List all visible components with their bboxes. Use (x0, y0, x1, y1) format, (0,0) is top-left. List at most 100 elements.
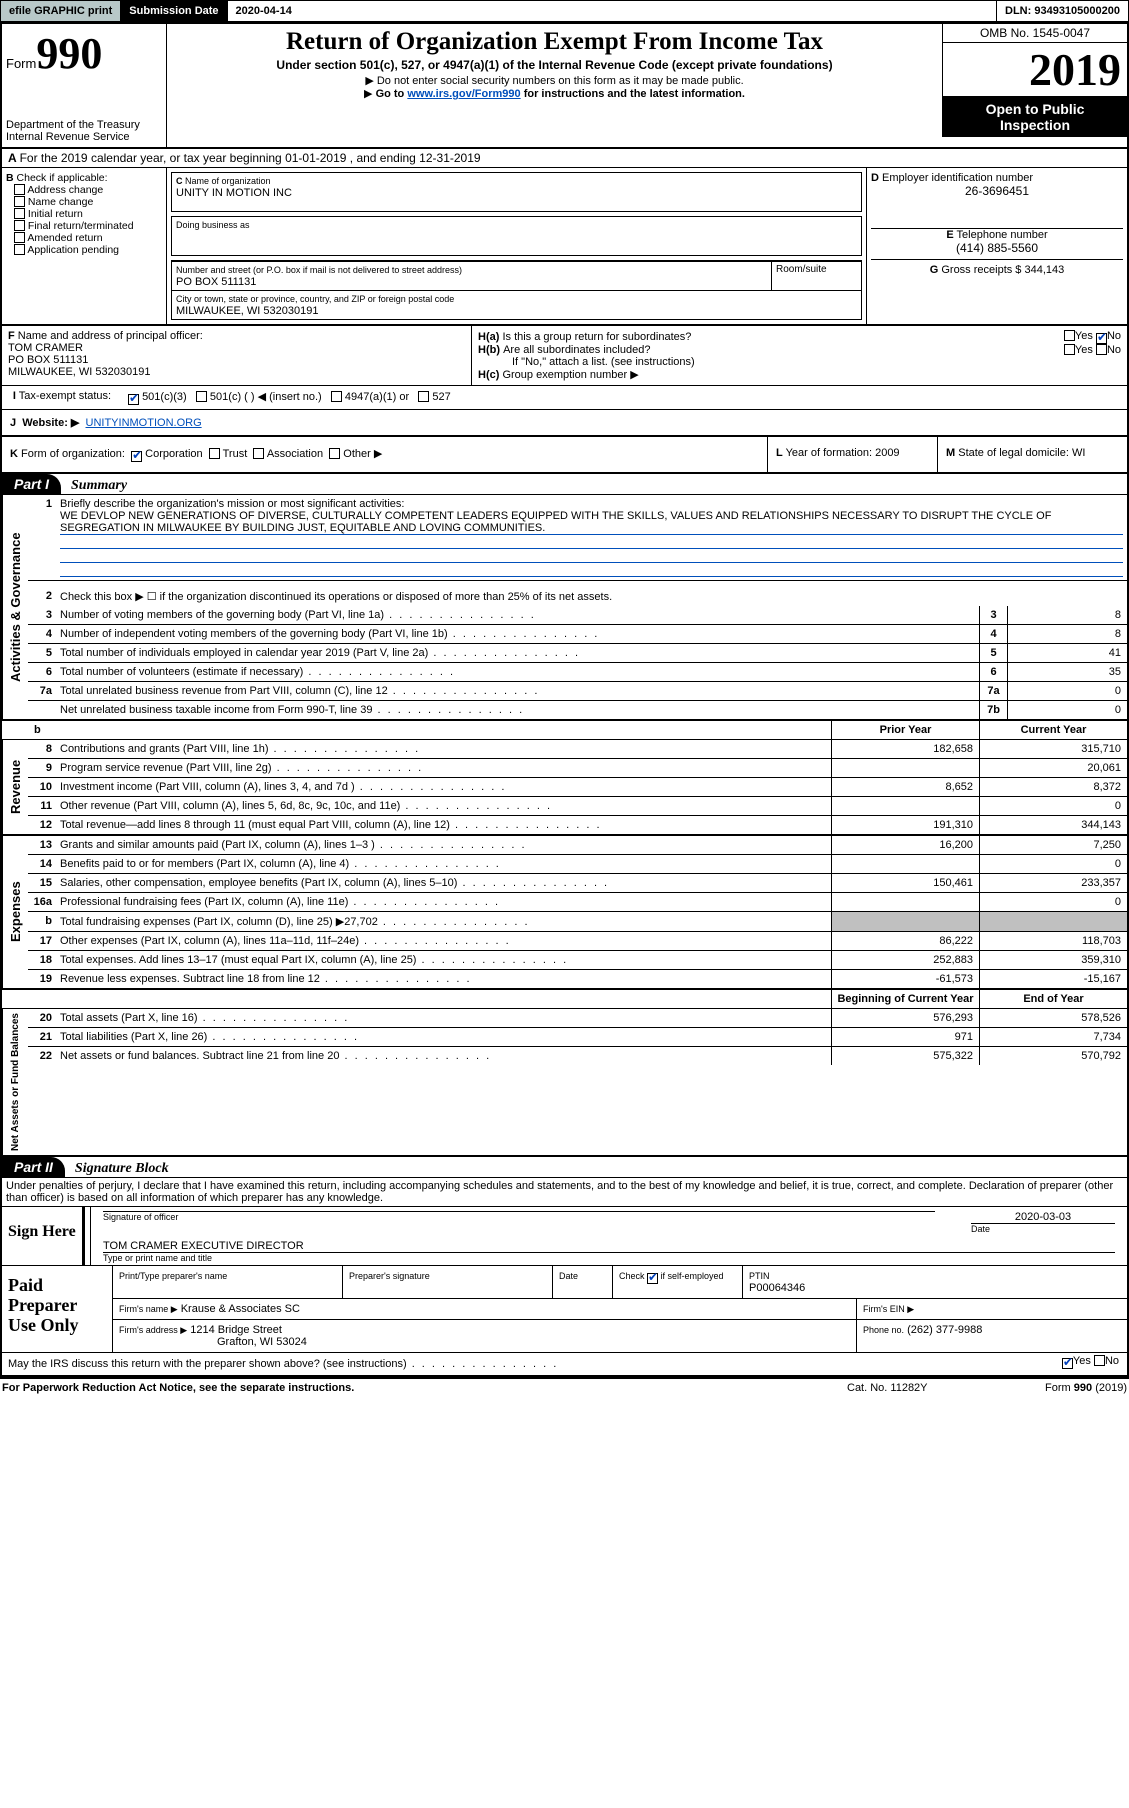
footer-cat: Cat. No. 11282Y (847, 1382, 987, 1394)
section-b: B Check if applicable: Address change Na… (2, 168, 167, 324)
irs-link[interactable]: www.irs.gov/Form990 (407, 88, 520, 100)
date-label: Date (971, 1224, 1123, 1234)
check-name-change[interactable]: Name change (14, 196, 162, 208)
line-22-current: 570,792 (979, 1047, 1127, 1065)
line-12-prior: 191,310 (831, 816, 979, 834)
line-10-current: 8,372 (979, 778, 1127, 796)
line-15-current: 233,357 (979, 874, 1127, 892)
check-amended-return[interactable]: Amended return (14, 232, 162, 244)
hb-label: Are all subordinates included? (503, 344, 1064, 356)
signature-label: Signature of officer (103, 1212, 943, 1222)
line-18-current: 359,310 (979, 951, 1127, 969)
officer-name-title: TOM CRAMER EXECUTIVE DIRECTOR (103, 1240, 1115, 1253)
hb-note: If "No," attach a list. (see instruction… (478, 356, 1121, 368)
dln: DLN: 93493105000200 (997, 1, 1128, 21)
room-suite-label: Room/suite (771, 262, 861, 290)
check-final-return[interactable]: Final return/terminated (14, 220, 162, 232)
check-application-pending[interactable]: Application pending (14, 244, 162, 256)
firm-addr1: 1214 Bridge Street (190, 1324, 282, 1336)
section-f: F Name and address of principal officer:… (2, 326, 472, 385)
subtitle-3: Go to www.irs.gov/Form990 for instructio… (173, 87, 936, 100)
open-to-public: Open to PublicInspection (942, 96, 1127, 137)
line-14-prior (831, 855, 979, 873)
ha-answer[interactable]: Yes No (1064, 330, 1121, 344)
line-19-current: -15,167 (979, 970, 1127, 988)
line-21-current: 7,734 (979, 1028, 1127, 1046)
sidebar-expenses: Expenses (2, 836, 28, 988)
col-current: Current Year (979, 721, 1127, 739)
line-16a-text: Professional fundraising fees (Part IX, … (56, 893, 831, 911)
line-7b-value: 0 (1007, 701, 1127, 719)
line-6-text: Total number of volunteers (estimate if … (56, 663, 979, 681)
ptin: P00064346 (749, 1282, 805, 1294)
line-7a-value: 0 (1007, 682, 1127, 700)
line-10-text: Investment income (Part VIII, column (A)… (56, 778, 831, 796)
line-11-current: 0 (979, 797, 1127, 815)
line-b-current (979, 912, 1127, 931)
discuss-answer[interactable]: Yes No (979, 1355, 1127, 1373)
line-b-text: Total fundraising expenses (Part IX, col… (56, 912, 831, 931)
line-16a-prior (831, 893, 979, 911)
line-13-current: 7,250 (979, 836, 1127, 854)
line-5-value: 41 (1007, 644, 1127, 662)
submission-date-label: Submission Date (121, 1, 226, 21)
hb-answer[interactable]: Yes No (1064, 344, 1121, 356)
ein: 26-3696451 (871, 184, 1123, 198)
name-title-label: Type or print name and title (103, 1253, 1123, 1263)
ha-label: Is this a group return for subordinates? (502, 331, 1063, 343)
form-of-organization[interactable]: K Form of organization: Corporation Trus… (2, 437, 767, 472)
col-end: End of Year (979, 990, 1127, 1008)
line-4-text: Number of independent voting members of … (56, 625, 979, 643)
sidebar-revenue: Revenue (2, 740, 28, 834)
line-11-prior (831, 797, 979, 815)
col-prior: Prior Year (831, 721, 979, 739)
line-3-value: 8 (1007, 606, 1127, 624)
efile-label[interactable]: efile GRAPHIC print (1, 1, 121, 21)
sidebar-netassets: Net Assets or Fund Balances (2, 1009, 28, 1155)
hc-label: Group exemption number ▶ (502, 368, 1121, 381)
line-9-prior (831, 759, 979, 777)
state-of-domicile: WI (1072, 447, 1085, 459)
tax-year: 2019 (942, 43, 1127, 96)
org-city: MILWAUKEE, WI 532030191 (176, 305, 318, 317)
signature-date: 2020-03-03 (971, 1211, 1115, 1224)
tax-exempt-status[interactable]: 501(c)(3) 501(c) ( ) ◀ (insert no.) 4947… (122, 386, 1127, 409)
gross-receipts: 344,143 (1025, 264, 1065, 276)
check-address-change[interactable]: Address change (14, 184, 162, 196)
year-of-formation: 2009 (875, 447, 899, 459)
line-20-current: 578,526 (979, 1009, 1127, 1027)
check-initial-return[interactable]: Initial return (14, 208, 162, 220)
declaration-text: Under penalties of perjury, I declare th… (2, 1178, 1127, 1206)
subtitle-2: Do not enter social security numbers on … (173, 74, 936, 87)
website[interactable]: UNITYINMOTION.ORG (86, 417, 202, 429)
part-ii-label: Signature Block (65, 1161, 169, 1176)
line-7a-text: Total unrelated business revenue from Pa… (56, 682, 979, 700)
line-15-prior: 150,461 (831, 874, 979, 892)
discuss-question: May the IRS discuss this return with the… (8, 1358, 558, 1370)
line-14-current: 0 (979, 855, 1127, 873)
part-i-label: Summary (61, 478, 127, 493)
firm-phone: (262) 377-9988 (907, 1324, 982, 1336)
paid-preparer-label: Paid Preparer Use Only (2, 1266, 112, 1352)
line-9-current: 20,061 (979, 759, 1127, 777)
footer-left: For Paperwork Reduction Act Notice, see … (2, 1382, 847, 1394)
line-8-prior: 182,658 (831, 740, 979, 758)
firm-addr2: Grafton, WI 53024 (119, 1336, 850, 1348)
line-19-prior: -61,573 (831, 970, 979, 988)
line-13-prior: 16,200 (831, 836, 979, 854)
part-ii-tab: Part II (2, 1157, 65, 1177)
line-10-prior: 8,652 (831, 778, 979, 796)
sidebar-activities: Activities & Governance (2, 495, 28, 719)
line-12-text: Total revenue—add lines 8 through 11 (mu… (56, 816, 831, 834)
line-13-text: Grants and similar amounts paid (Part IX… (56, 836, 831, 854)
line-16a-current: 0 (979, 893, 1127, 911)
line-22-prior: 575,322 (831, 1047, 979, 1065)
line-5-text: Net unrelated business taxable income fr… (56, 701, 979, 719)
line-20-text: Total assets (Part X, line 16) (56, 1009, 831, 1027)
form-number: Form990 (6, 28, 162, 79)
org-address: PO BOX 511131 (176, 276, 256, 288)
footer-form: Form 990 (2019) (987, 1382, 1127, 1394)
line-22-text: Net assets or fund balances. Subtract li… (56, 1047, 831, 1065)
subtitle-1: Under section 501(c), 527, or 4947(a)(1)… (173, 58, 936, 72)
line-a: A For the 2019 calendar year, or tax yea… (2, 149, 1127, 168)
